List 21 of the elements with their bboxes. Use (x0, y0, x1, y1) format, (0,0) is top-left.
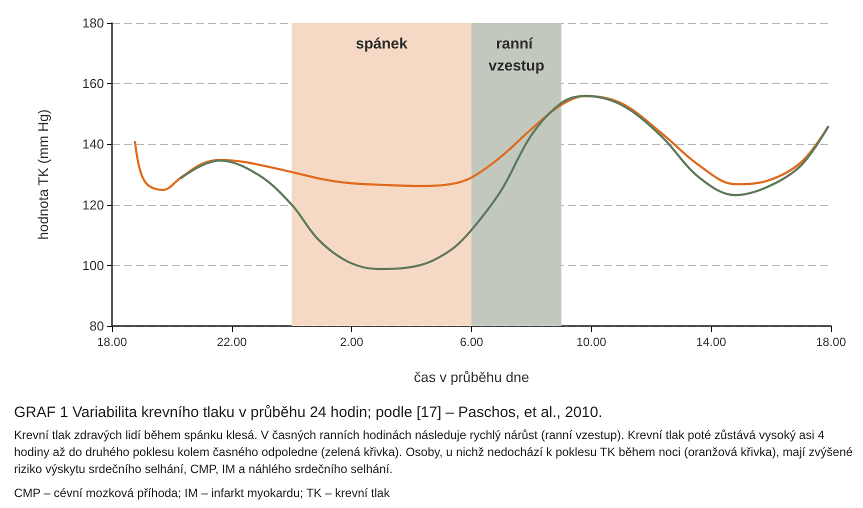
x-tick-label: 6.00 (460, 335, 484, 349)
y-tick-label: 80 (90, 318, 104, 334)
y-tick-label: 120 (82, 197, 104, 212)
y-axis-title: hodnota TK (mm Hg) (35, 109, 51, 240)
x-tick-label: 14.00 (696, 335, 727, 349)
y-tick-label: 160 (82, 76, 104, 92)
x-tick-label: 18.00 (816, 335, 846, 349)
band-label: spánek (356, 36, 408, 52)
x-axis-title: čas v průběhu dne (414, 369, 530, 385)
line-series (180, 94, 830, 270)
text: CMP – cévní mozková příhoda; IM – infarkt myokardu; TK – krevní tlak (14, 485, 391, 502)
y-tick-label: 140 (82, 136, 104, 152)
y-tick-label: 180 (82, 16, 104, 30)
band-label: ranní vzestup (488, 36, 544, 74)
x-tick-label: 10.00 (576, 335, 607, 349)
x-tick-label: 22.00 (216, 335, 248, 349)
text: GRAF 1 Variabilita krevního tlaku v průběhu 24 hodin; podle [17] – Paschos, et al., 2010. (14, 404, 604, 421)
x-tick-label: 18.00 (96, 335, 128, 349)
text: Krevní tlak zdravých lidí během spánku klesá. V časných ranních hodinách následuje rychlý nárůst (ranní vzestup). Krevní tlak poté zůstává vysoký asi 4 hodiny až do druhého poklesu kolem časného odpoledne (zelená křivka). Osoby, u nichž nedochází k poklesu TK během noci (oranžová křivka), mají zvýšené riziko výskytu srdečního selhání, CMP, IM a náhlého srdečního selhání. (14, 427, 854, 478)
y-tick-label: 100 (82, 258, 104, 273)
x-tick-label: 2.00 (340, 335, 364, 349)
